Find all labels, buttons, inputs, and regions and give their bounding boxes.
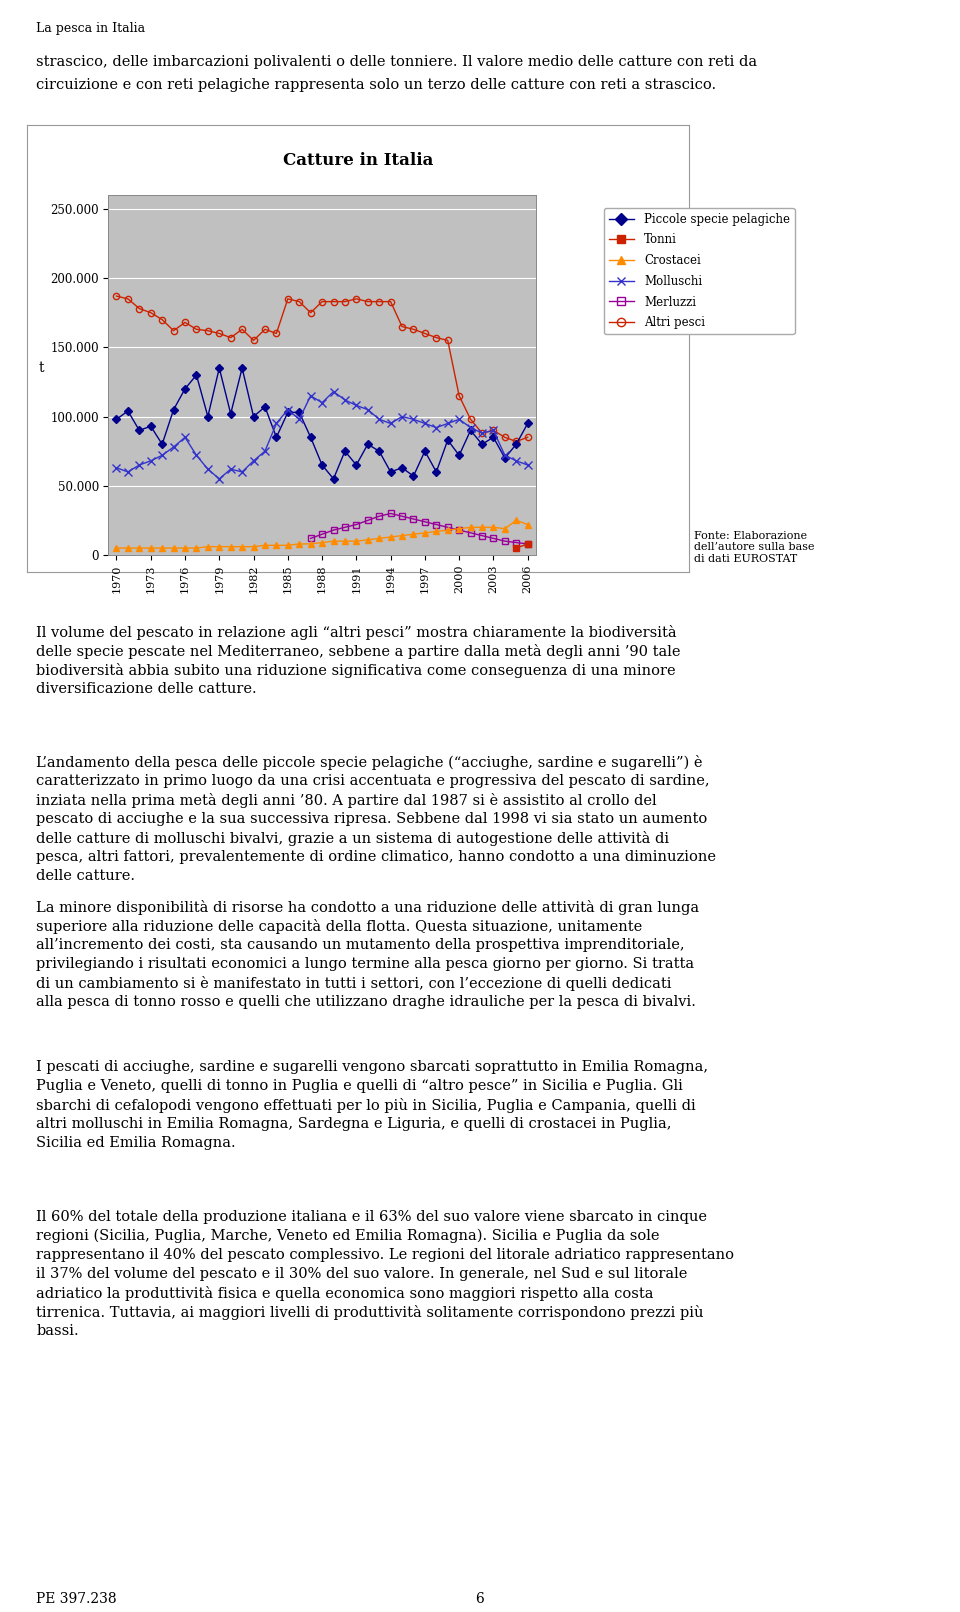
- Text: La pesca in Italia: La pesca in Italia: [36, 23, 146, 35]
- Text: pescato di acciughe e la sua successiva ripresa. Sebbene dal 1998 vi sia stato u: pescato di acciughe e la sua successiva …: [36, 812, 708, 825]
- Text: Puglia e Veneto, quelli di tonno in Puglia e quelli di “altro pesce” in Sicilia : Puglia e Veneto, quelli di tonno in Pugl…: [36, 1078, 684, 1093]
- Text: privilegiando i risultati economici a lungo termine alla pesca giorno per giorno: privilegiando i risultati economici a lu…: [36, 958, 695, 970]
- Text: strascico, delle imbarcazioni polivalenti o delle tonniere. Il valore medio dell: strascico, delle imbarcazioni polivalent…: [36, 55, 757, 69]
- Text: delle specie pescate nel Mediterraneo, sebbene a partire dalla metà degli anni ’: delle specie pescate nel Mediterraneo, s…: [36, 645, 681, 659]
- Text: caratterizzato in primo luogo da una crisi accentuata e progressiva del pescato : caratterizzato in primo luogo da una cri…: [36, 774, 710, 788]
- Text: il 37% del volume del pescato e il 30% del suo valore. In generale, nel Sud e su: il 37% del volume del pescato e il 30% d…: [36, 1267, 688, 1282]
- Text: Il volume del pescato in relazione agli “altri pesci” mostra chiaramente la biod: Il volume del pescato in relazione agli …: [36, 625, 677, 640]
- Text: L’andamento della pesca delle piccole specie pelagiche (“acciughe, sardine e sug: L’andamento della pesca delle piccole sp…: [36, 754, 703, 771]
- Text: pesca, altri fattori, prevalentemente di ordine climatico, hanno condotto a una : pesca, altri fattori, prevalentemente di…: [36, 850, 716, 864]
- Text: Il 60% del totale della produzione italiana e il 63% del suo valore viene sbarca: Il 60% del totale della produzione itali…: [36, 1211, 708, 1224]
- Text: sbarchi di cefalopodi vengono effettuati per lo più in Sicilia, Puglia e Campani: sbarchi di cefalopodi vengono effettuati…: [36, 1098, 696, 1112]
- Text: 6: 6: [475, 1593, 485, 1606]
- Text: Catture in Italia: Catture in Italia: [283, 152, 433, 169]
- Text: adriatico la produttività fisica e quella economica sono maggiori rispetto alla : adriatico la produttività fisica e quell…: [36, 1286, 654, 1301]
- Text: PE 397.238: PE 397.238: [36, 1593, 117, 1606]
- Y-axis label: t: t: [39, 361, 44, 376]
- Text: regioni (Sicilia, Puglia, Marche, Veneto ed Emilia Romagna). Sicilia e Puglia da: regioni (Sicilia, Puglia, Marche, Veneto…: [36, 1228, 660, 1243]
- Text: superiore alla riduzione delle capacità della flotta. Questa situazione, unitame: superiore alla riduzione delle capacità …: [36, 919, 643, 933]
- Text: altri molluschi in Emilia Romagna, Sardegna e Liguria, e quelli di crostacei in : altri molluschi in Emilia Romagna, Sarde…: [36, 1117, 672, 1132]
- Text: di un cambiamento si è manifestato in tutti i settori, con l’eccezione di quelli: di un cambiamento si è manifestato in tu…: [36, 975, 672, 991]
- Text: Sicilia ed Emilia Romagna.: Sicilia ed Emilia Romagna.: [36, 1136, 236, 1149]
- Text: diversificazione delle catture.: diversificazione delle catture.: [36, 682, 257, 696]
- Text: rappresentano il 40% del pescato complessivo. Le regioni del litorale adriatico : rappresentano il 40% del pescato comples…: [36, 1248, 734, 1262]
- Text: circuizione e con reti pelagiche rappresenta solo un terzo delle catture con ret: circuizione e con reti pelagiche rappres…: [36, 77, 716, 92]
- Text: alla pesca di tonno rosso e quelli che utilizzano draghe idrauliche per la pesca: alla pesca di tonno rosso e quelli che u…: [36, 995, 696, 1009]
- Text: I pescati di acciughe, sardine e sugarelli vengono sbarcati soprattutto in Emili: I pescati di acciughe, sardine e sugarel…: [36, 1061, 708, 1074]
- Legend: Piccole specie pelagiche, Tonni, Crostacei, Molluschi, Merluzzi, Altri pesci: Piccole specie pelagiche, Tonni, Crostac…: [604, 208, 795, 334]
- Text: La minore disponibilità di risorse ha condotto a una riduzione delle attività di: La minore disponibilità di risorse ha co…: [36, 899, 700, 916]
- Text: biodiversità abbia subito una riduzione significativa come conseguenza di una mi: biodiversità abbia subito una riduzione …: [36, 663, 676, 679]
- Text: delle catture.: delle catture.: [36, 869, 135, 883]
- Text: Fonte: Elaborazione
dell’autore sulla base
di dati EUROSTAT: Fonte: Elaborazione dell’autore sulla ba…: [694, 530, 815, 564]
- Text: tirrenica. Tuttavia, ai maggiori livelli di produttività solitamente corrispondo: tirrenica. Tuttavia, ai maggiori livelli…: [36, 1306, 704, 1320]
- Text: bassi.: bassi.: [36, 1323, 79, 1338]
- Text: all’incremento dei costi, sta causando un mutamento della prospettiva imprendito: all’incremento dei costi, sta causando u…: [36, 938, 685, 953]
- Text: inziata nella prima metà degli anni ’80. A partire dal 1987 si è assistito al cr: inziata nella prima metà degli anni ’80.…: [36, 793, 657, 808]
- Text: delle catture di molluschi bivalvi, grazie a un sistema di autogestione delle at: delle catture di molluschi bivalvi, graz…: [36, 832, 670, 846]
